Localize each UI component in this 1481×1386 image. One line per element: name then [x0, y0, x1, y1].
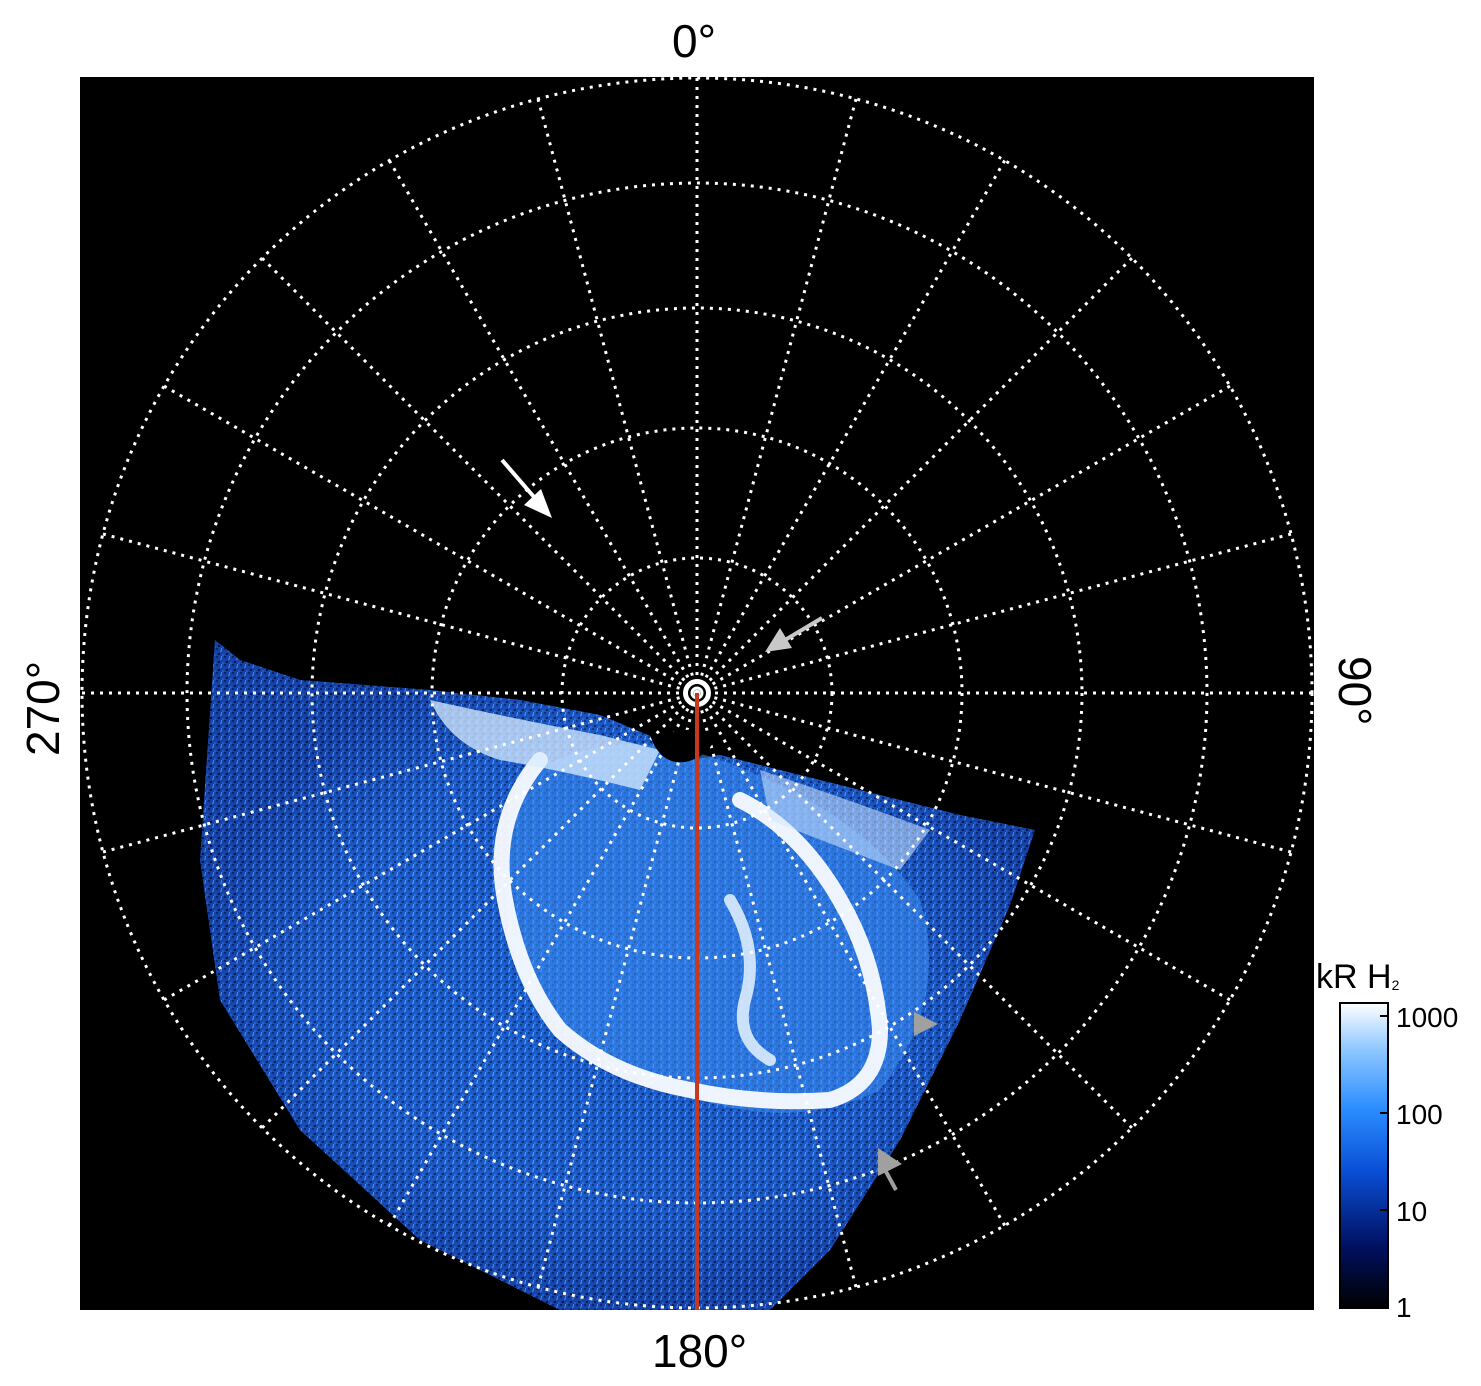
- grey-arrowhead-right: [914, 1012, 938, 1036]
- colorbar-title-main: kR H: [1316, 958, 1392, 996]
- colorbar-ticks: [1380, 1015, 1388, 1307]
- colorbar-tick-1: 1: [1396, 1292, 1412, 1323]
- longitude-label-270: 270°: [17, 660, 69, 756]
- main-auroral-oval: [493, 752, 889, 1110]
- upper-bright-patch: [430, 700, 660, 790]
- colorbar-tick-1000: 1000: [1396, 1002, 1459, 1033]
- colorbar-tick-10: 10: [1396, 1196, 1428, 1227]
- grey-arrow-lower-right: [878, 1148, 902, 1191]
- colorbar-tick-100: 100: [1396, 1099, 1443, 1130]
- upper-right-patch: [760, 770, 930, 870]
- inner-emission: [724, 894, 776, 1066]
- longitude-label-180: 180°: [652, 1325, 748, 1377]
- grey-arrow-upper-right: [765, 616, 824, 652]
- colorbar: [1339, 1002, 1389, 1309]
- longitude-label-0: 0°: [672, 15, 716, 67]
- longitude-label-90: 90°: [1329, 656, 1381, 726]
- colorbar-title-sub: 2: [1391, 977, 1400, 993]
- white-arrow: [500, 458, 552, 518]
- colorbar-title: kR H2: [1316, 960, 1399, 1002]
